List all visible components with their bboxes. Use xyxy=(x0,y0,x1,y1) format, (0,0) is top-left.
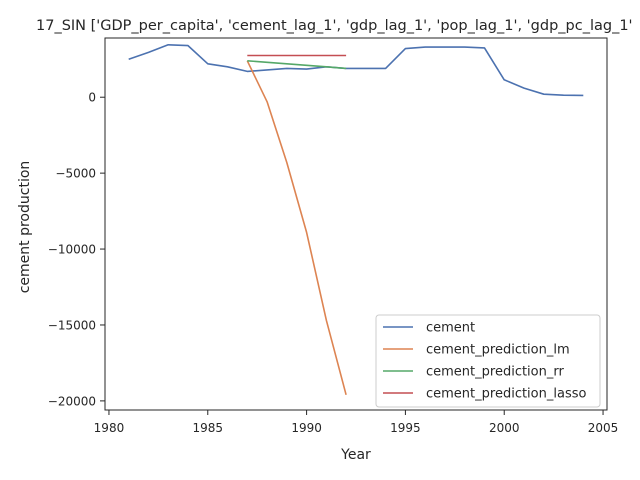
x-tick-label: 2000 xyxy=(489,421,520,435)
x-tick-label: 1980 xyxy=(94,421,125,435)
series-line-cement-prediction-lm xyxy=(246,60,347,396)
y-tick-label: 0 xyxy=(88,91,96,105)
series-line-cement xyxy=(128,43,584,97)
plot-lines xyxy=(128,43,584,396)
legend-label: cement_prediction_lm xyxy=(426,343,570,358)
x-tick-label: 1990 xyxy=(291,421,322,435)
legend-label: cement xyxy=(426,321,475,336)
chart-title: 17_SIN ['GDP_per_capita', 'cement_lag_1'… xyxy=(36,18,633,34)
x-axis: 1980 1985 1990 1995 2000 2005 xyxy=(94,410,619,435)
series-line-cement-prediction-rr xyxy=(247,60,347,70)
legend: cement cement_prediction_lm cement_predict… xyxy=(375,314,601,408)
y-tick-label: −20000 xyxy=(48,394,96,408)
y-tick-label: −5000 xyxy=(55,167,96,181)
x-axis-label: Year xyxy=(340,447,371,463)
x-tick-label: 1985 xyxy=(192,421,223,435)
y-tick-label: −15000 xyxy=(48,318,96,332)
legend-label: cement_prediction_rr xyxy=(426,365,564,380)
y-axis-label: cement production xyxy=(17,161,33,294)
legend-box xyxy=(375,314,601,408)
y-axis: 0 −5000 −10000 −15000 −20000 xyxy=(48,91,105,408)
x-tick-label: 1995 xyxy=(390,421,421,435)
plot-frame xyxy=(104,37,608,411)
legend-label: cement_prediction_lasso xyxy=(426,387,586,402)
x-tick-label: 2005 xyxy=(588,421,619,435)
y-tick-label: −10000 xyxy=(48,243,96,257)
